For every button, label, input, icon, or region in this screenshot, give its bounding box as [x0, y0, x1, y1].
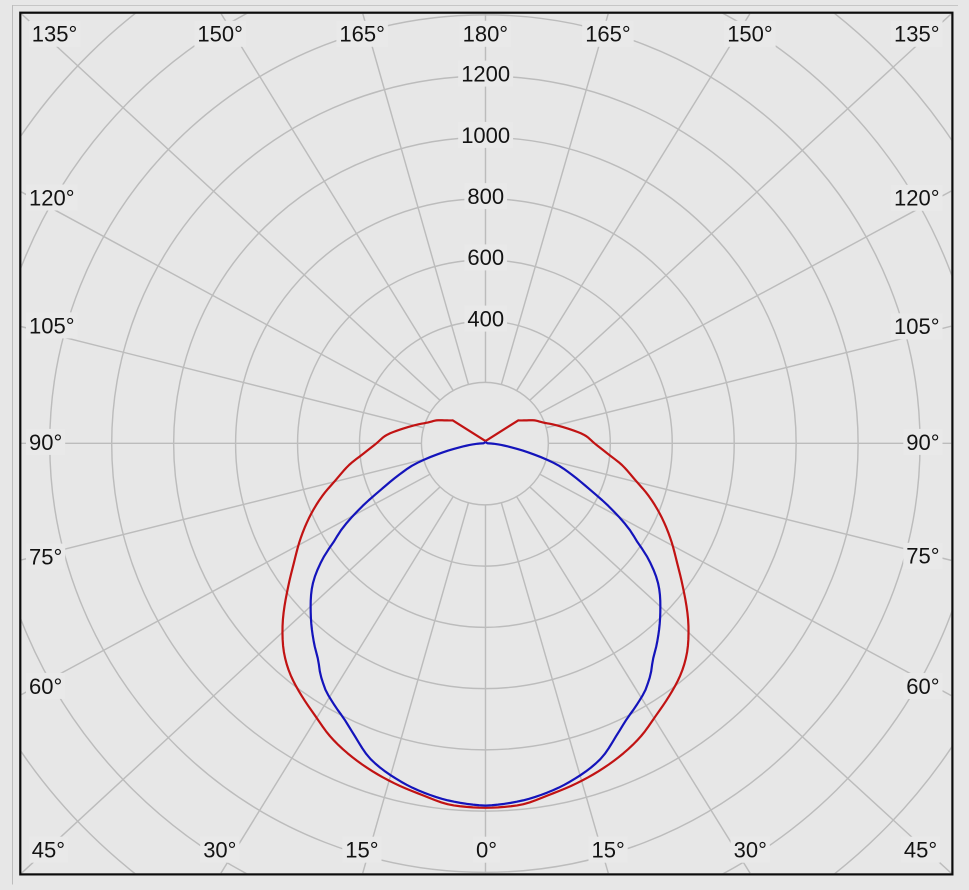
svg-text:30°: 30° — [734, 838, 767, 863]
svg-text:105°: 105° — [29, 313, 75, 338]
svg-text:800: 800 — [467, 184, 504, 209]
svg-text:75°: 75° — [906, 544, 939, 569]
svg-text:135°: 135° — [32, 22, 78, 47]
svg-text:135°: 135° — [894, 22, 940, 47]
svg-text:105°: 105° — [894, 314, 940, 339]
svg-text:600: 600 — [467, 245, 504, 270]
svg-text:60°: 60° — [29, 674, 62, 699]
svg-text:90°: 90° — [29, 430, 62, 455]
svg-text:45°: 45° — [32, 838, 65, 863]
svg-text:60°: 60° — [906, 674, 939, 699]
svg-text:150°: 150° — [197, 22, 243, 47]
svg-text:120°: 120° — [29, 185, 75, 210]
svg-text:165°: 165° — [339, 22, 385, 47]
svg-text:165°: 165° — [585, 22, 631, 47]
svg-text:1200: 1200 — [461, 62, 510, 87]
svg-text:75°: 75° — [29, 545, 62, 570]
svg-text:90°: 90° — [906, 430, 939, 455]
svg-text:30°: 30° — [203, 838, 236, 863]
svg-text:45°: 45° — [904, 838, 937, 863]
svg-text:1000: 1000 — [461, 123, 510, 148]
svg-text:0°: 0° — [476, 838, 497, 863]
svg-text:180°: 180° — [463, 22, 509, 47]
svg-text:400: 400 — [467, 307, 504, 332]
svg-text:15°: 15° — [345, 838, 378, 863]
svg-text:150°: 150° — [727, 22, 773, 47]
svg-text:15°: 15° — [592, 838, 625, 863]
svg-text:120°: 120° — [894, 186, 940, 211]
